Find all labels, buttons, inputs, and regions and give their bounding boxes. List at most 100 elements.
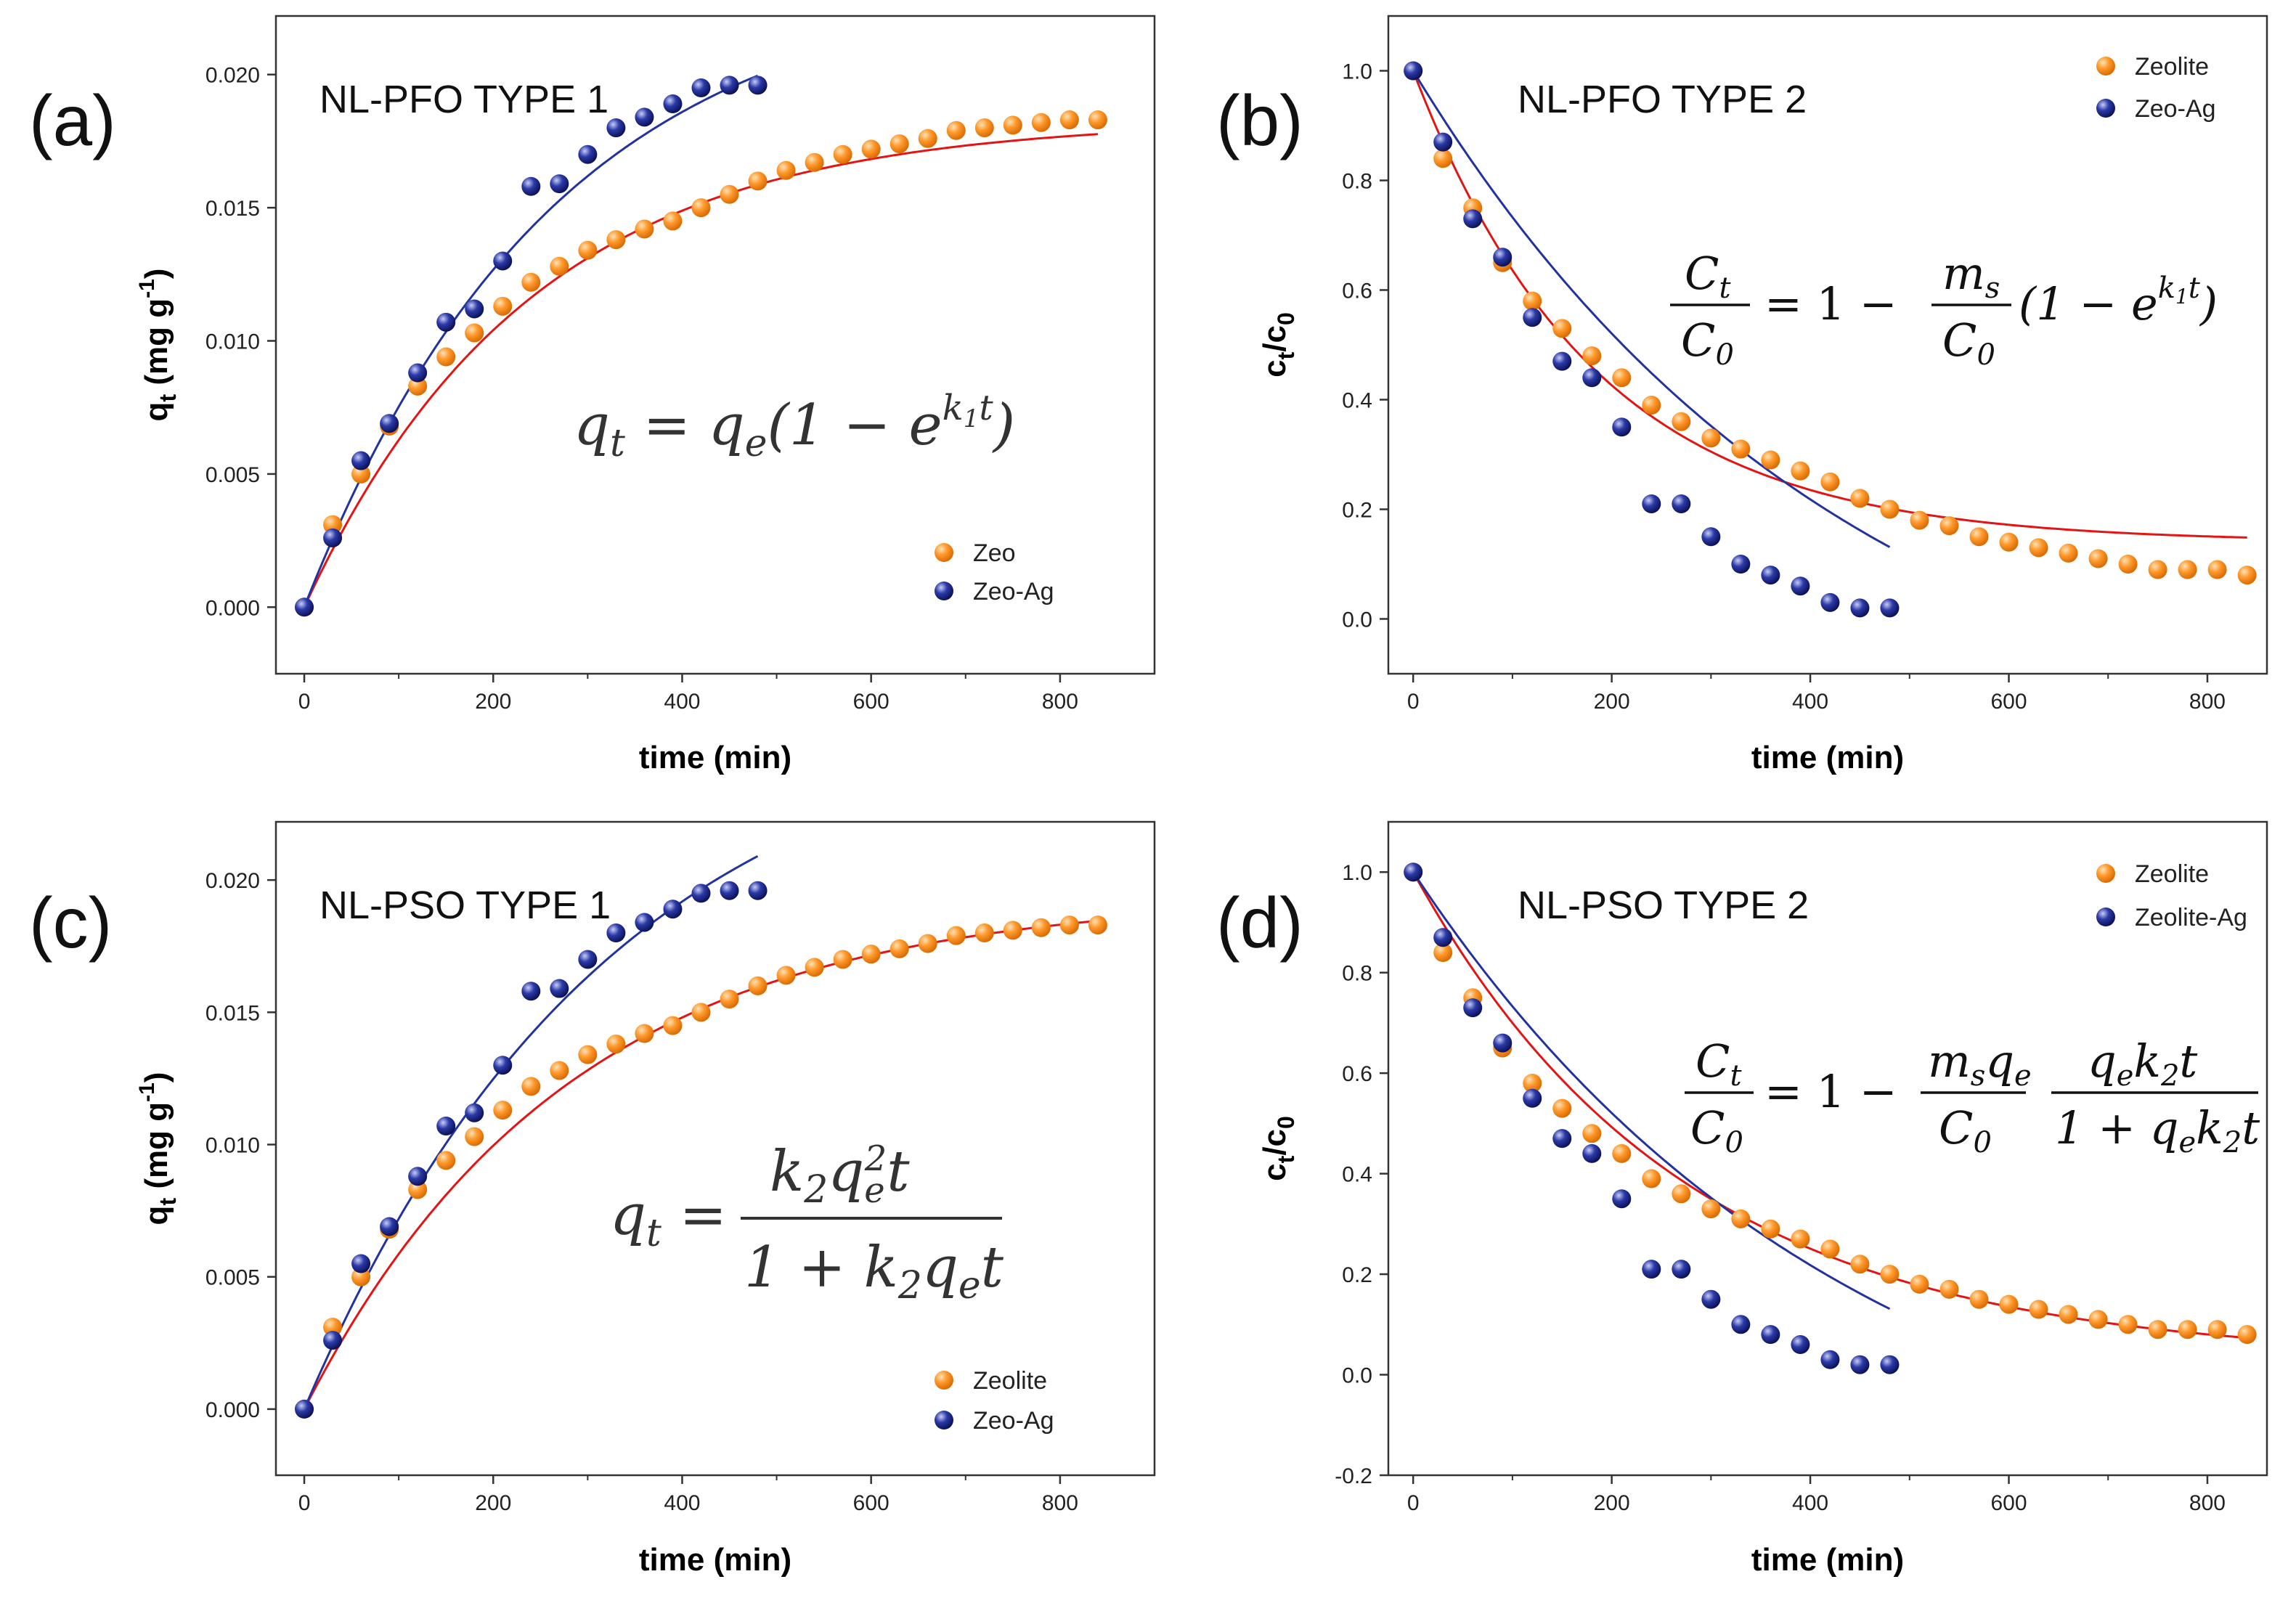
eq-part: m	[1928, 1035, 1971, 1088]
x-tick-label: 0	[298, 1491, 311, 1515]
eq-c0: C0	[1681, 314, 1734, 372]
data-point	[1731, 1315, 1751, 1334]
chart-title: NL-PSO TYPE 1	[319, 884, 611, 927]
data-point	[493, 251, 513, 271]
eq-part: k	[770, 1139, 804, 1204]
data-point	[1523, 291, 1542, 311]
y-axis-label: qt (mg g-1)	[135, 269, 181, 422]
data-point	[1701, 527, 1721, 547]
data-point	[521, 982, 541, 1001]
y-tick-label: 0.0	[1342, 608, 1372, 632]
data-point	[606, 118, 626, 138]
data-point	[1404, 862, 1423, 882]
data-point	[1969, 527, 1989, 547]
data-point	[1820, 472, 1840, 492]
eq-ms: ms	[1942, 247, 2000, 305]
data-point	[776, 966, 796, 985]
legend-label: Zeo-Ag	[973, 578, 1054, 605]
x-tick-label: 200	[1594, 690, 1630, 714]
chart-panel-c: 0 200 400 600 800 0.000 0.005 0.010 0.015 0.020 ti…	[29, 820, 1156, 1578]
y-label-part: t	[155, 1198, 181, 1206]
data-point	[1761, 566, 1780, 585]
data-point	[295, 598, 314, 617]
data-point	[1433, 943, 1453, 962]
eq-part: q	[574, 393, 610, 458]
eq-part: t	[887, 1139, 910, 1204]
eq-mid: = 1 −	[1764, 1065, 1897, 1118]
legend-marker	[935, 1371, 953, 1390]
data-point	[351, 464, 371, 484]
eq-part: C	[1942, 314, 1977, 367]
data-point	[1761, 1219, 1780, 1239]
equation-denominator: 1 + k2qet	[744, 1235, 1004, 1308]
eq-den: 1 + qek2t	[2055, 1101, 2260, 1159]
data-point	[720, 184, 739, 204]
data-point	[861, 945, 881, 964]
y-label-part: /c	[1257, 1129, 1292, 1156]
x-tick-label: 400	[1792, 690, 1828, 714]
legend-marker	[2096, 908, 2115, 926]
data-point	[2178, 1320, 2197, 1339]
data-point	[2237, 1325, 2257, 1345]
data-point	[2088, 549, 2108, 568]
data-point	[861, 139, 881, 159]
data-point	[2118, 1315, 2138, 1334]
data-point	[323, 515, 343, 534]
fit-line	[1412, 70, 2247, 539]
eq-part: q	[2088, 1035, 2117, 1088]
eq-part: q	[610, 1183, 646, 1248]
eq-part: 2	[864, 1138, 887, 1179]
equation: qt = qe(1 − ek1t)	[574, 388, 1015, 465]
data-point	[890, 134, 909, 154]
y-axis-label: qt (mg g-1)	[135, 1072, 181, 1225]
data-point	[521, 176, 541, 196]
legend-label: Zeo	[973, 539, 1016, 567]
eq-part: q	[922, 1235, 958, 1300]
data-point	[918, 934, 937, 953]
x-tick-label: 800	[1042, 690, 1078, 714]
eq-part: t	[2242, 1101, 2260, 1154]
data-point	[635, 219, 654, 239]
data-point	[1672, 1184, 1691, 1204]
data-point	[1731, 439, 1751, 459]
y-label-part: )	[139, 1072, 174, 1083]
data-point	[1850, 489, 1870, 508]
data-point	[1910, 510, 1929, 530]
legend-marker	[935, 582, 953, 600]
y-tick-label: 0.8	[1342, 962, 1372, 986]
data-point	[1642, 494, 1661, 513]
data-point	[1672, 412, 1691, 431]
chart-panel-d: 0 200 400 600 800-0.20.00.20.40.60.81.0time …	[1216, 820, 2268, 1578]
data-point	[550, 174, 569, 194]
eq-part: e	[745, 422, 768, 465]
eq-part: k	[2196, 1101, 2223, 1154]
data-point	[493, 1056, 513, 1075]
chart-title: NL-PSO TYPE 2	[1518, 884, 1809, 927]
x-tick-label: 0	[298, 690, 311, 714]
data-point	[974, 118, 994, 138]
data-point	[1672, 494, 1691, 513]
data-point	[2059, 543, 2078, 563]
data-point	[2029, 538, 2048, 558]
data-point	[295, 1399, 314, 1419]
data-point	[918, 129, 937, 148]
data-point	[1433, 132, 1453, 152]
x-tick-label: 200	[475, 690, 511, 714]
data-point	[691, 884, 711, 903]
data-point	[748, 171, 768, 191]
x-axis-label: time (min)	[1751, 740, 1904, 775]
data-point	[635, 1024, 654, 1043]
x-tick-label: 600	[1990, 690, 2027, 714]
legend-label: Zeolite-Ag	[2135, 904, 2247, 931]
data-point	[1999, 532, 2019, 552]
x-tick-label: 800	[2189, 1491, 2226, 1515]
y-label-part: c	[1257, 359, 1292, 377]
data-point	[1761, 450, 1780, 470]
x-tick-label: 800	[2189, 690, 2226, 714]
data-point	[323, 528, 343, 547]
data-point	[2178, 560, 2197, 579]
data-point	[2088, 1310, 2108, 1329]
y-label-part: t	[1273, 351, 1299, 359]
